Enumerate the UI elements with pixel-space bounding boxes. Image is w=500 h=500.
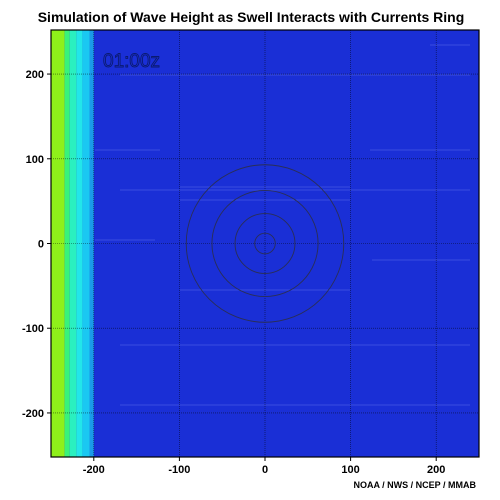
x-axis: -200 -100 0 100 200 xyxy=(83,457,445,476)
time-label: 01:00z xyxy=(103,51,160,72)
current-ring xyxy=(185,164,345,323)
x-tick-label: 200 xyxy=(427,464,445,476)
current-ring xyxy=(234,213,296,274)
y-tick-label: 200 xyxy=(26,69,44,81)
y-tick-label: -200 xyxy=(22,408,44,420)
heatmap-band-4 xyxy=(82,30,90,457)
x-tick-label: 0 xyxy=(262,464,268,476)
x-tick-label: -200 xyxy=(83,464,105,476)
plot-area: 01:00z xyxy=(51,30,479,457)
y-tick-label: 0 xyxy=(38,239,44,251)
y-tick-label: 100 xyxy=(26,154,44,166)
current-ring xyxy=(254,232,276,255)
grid xyxy=(51,30,479,457)
x-tick-label: 100 xyxy=(341,464,359,476)
y-tick-label: -100 xyxy=(22,323,44,335)
chart-title: Simulation of Wave Height as Swell Inter… xyxy=(38,9,465,25)
x-tick-label: -100 xyxy=(168,464,190,476)
credit-label: NOAA / NWS / NCEP / MMAB xyxy=(353,480,476,490)
current-ring xyxy=(211,189,319,298)
y-axis: 200 100 0 -100 -200 xyxy=(22,69,51,420)
